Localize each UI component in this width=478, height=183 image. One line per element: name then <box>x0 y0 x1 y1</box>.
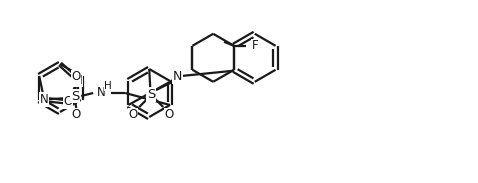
Text: N: N <box>97 87 106 100</box>
Text: S: S <box>71 89 79 102</box>
Text: O: O <box>72 70 81 83</box>
Text: H: H <box>104 81 112 91</box>
Text: O: O <box>164 109 174 122</box>
Text: O: O <box>72 109 81 122</box>
Text: O: O <box>64 96 73 109</box>
Text: N: N <box>74 74 82 87</box>
Text: N: N <box>173 70 182 83</box>
Text: F: F <box>252 39 258 52</box>
Text: N: N <box>40 93 49 106</box>
Text: O: O <box>129 109 138 122</box>
Text: S: S <box>147 89 155 102</box>
